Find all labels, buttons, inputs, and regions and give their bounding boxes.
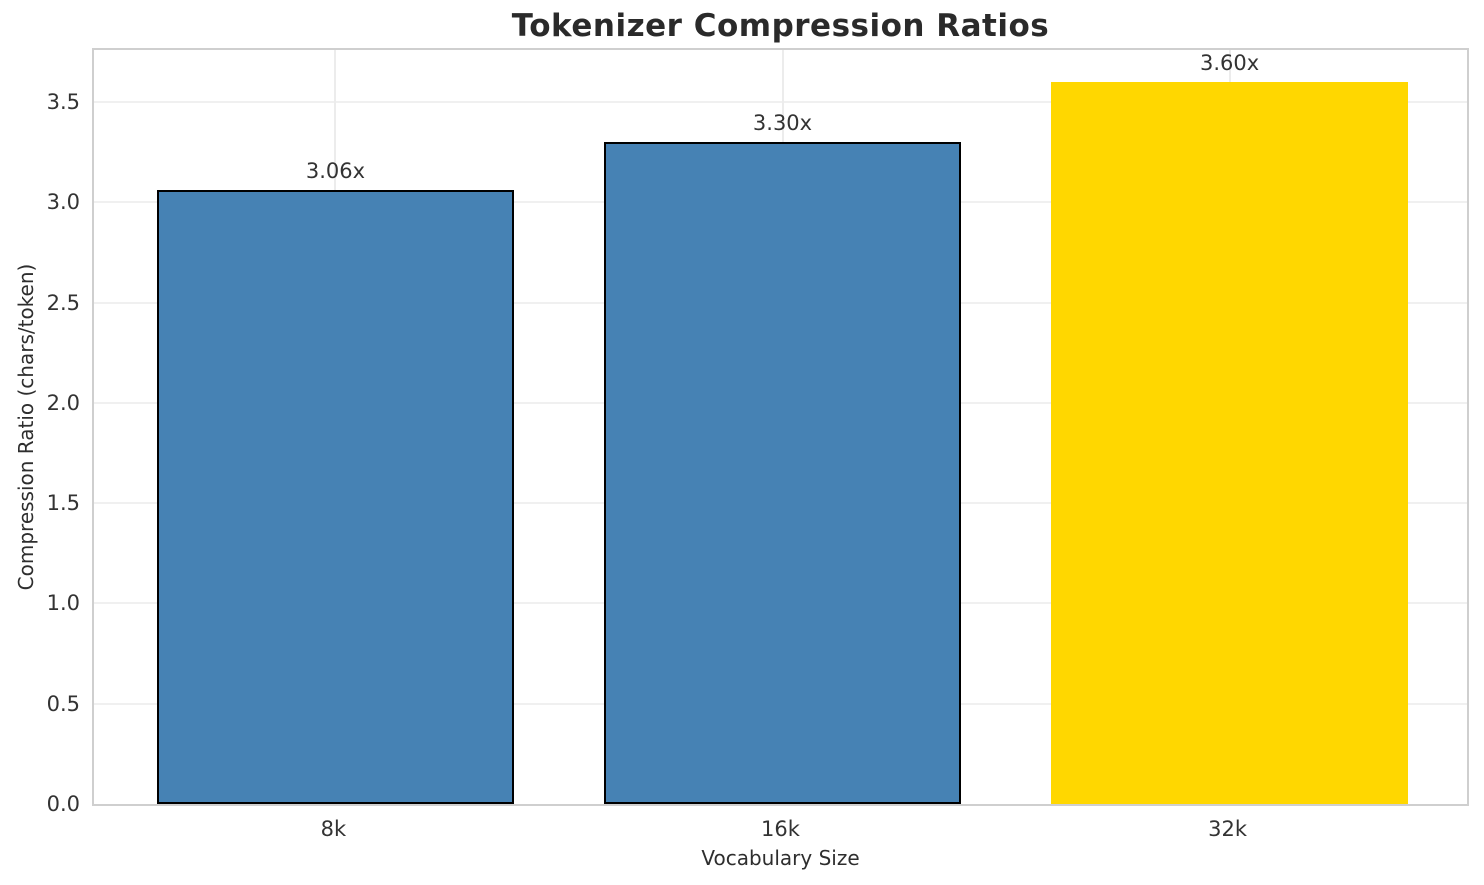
y-tick-label: 0.5	[46, 691, 80, 716]
y-gridline	[94, 101, 1467, 104]
y-axis-label: Compression Ratio (chars/token)	[14, 263, 38, 591]
bar-value-label: 3.06x	[305, 159, 366, 184]
x-axis-label: Vocabulary Size	[701, 846, 860, 870]
y-tick-label: 2.0	[46, 390, 80, 415]
y-tick-label: 0.0	[46, 792, 80, 816]
x-tick-label: 8k	[320, 817, 347, 841]
x-tick-label: 32k	[1208, 817, 1248, 841]
bar-32k	[1050, 82, 1409, 804]
y-tick-label: 3.5	[46, 90, 80, 115]
y-tick-label: 1.0	[46, 591, 80, 616]
bar-8k	[156, 190, 515, 804]
x-tick-label: 16k	[761, 817, 800, 841]
bar-value-label: 3.30x	[752, 111, 813, 136]
bar-16k	[603, 142, 962, 804]
bar-value-label: 3.60x	[1199, 51, 1260, 76]
y-tick-label: 1.5	[46, 491, 80, 516]
y-tick-label: 2.5	[46, 290, 80, 315]
chart-title: Tokenizer Compression Ratios	[511, 8, 1050, 44]
plot-area: 3.06x 3.30x 3.60x	[92, 48, 1469, 806]
y-tick-label: 3.0	[46, 190, 80, 215]
